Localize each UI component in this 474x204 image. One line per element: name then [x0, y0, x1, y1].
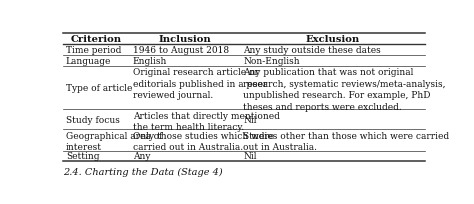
Text: Time period: Time period — [66, 46, 121, 54]
Text: Language: Language — [66, 56, 111, 65]
Text: Studies other than those which were carried
out in Australia.: Studies other than those which were carr… — [243, 131, 449, 152]
Text: English: English — [133, 56, 167, 65]
Text: Type of article: Type of article — [66, 83, 132, 92]
Text: Study focus: Study focus — [66, 115, 120, 124]
Text: 1946 to August 2018: 1946 to August 2018 — [133, 46, 229, 54]
Text: Non-English: Non-English — [243, 56, 300, 65]
Text: Geographical area of
interest: Geographical area of interest — [66, 131, 162, 152]
Text: Criterion: Criterion — [71, 35, 122, 44]
Text: Inclusion: Inclusion — [159, 35, 211, 44]
Text: Only those studies which were
carried out in Australia.: Only those studies which were carried ou… — [133, 131, 274, 152]
Text: Nil: Nil — [243, 115, 256, 124]
Text: Setting: Setting — [66, 152, 100, 161]
Text: Any publication that was not original
research, systematic reviews/meta-analysis: Any publication that was not original re… — [243, 68, 446, 111]
Text: Nil: Nil — [243, 152, 256, 161]
Text: Exclusion: Exclusion — [305, 35, 360, 44]
Text: Any study outside these dates: Any study outside these dates — [243, 46, 381, 54]
Text: 2.4. Charting the Data (Stage 4): 2.4. Charting the Data (Stage 4) — [63, 167, 223, 176]
Text: Any: Any — [133, 152, 150, 161]
Text: Articles that directly mentioned
the term health literacy.: Articles that directly mentioned the ter… — [133, 111, 280, 132]
Text: Original research article or
editorials published in a peer
reviewed journal.: Original research article or editorials … — [133, 68, 267, 100]
